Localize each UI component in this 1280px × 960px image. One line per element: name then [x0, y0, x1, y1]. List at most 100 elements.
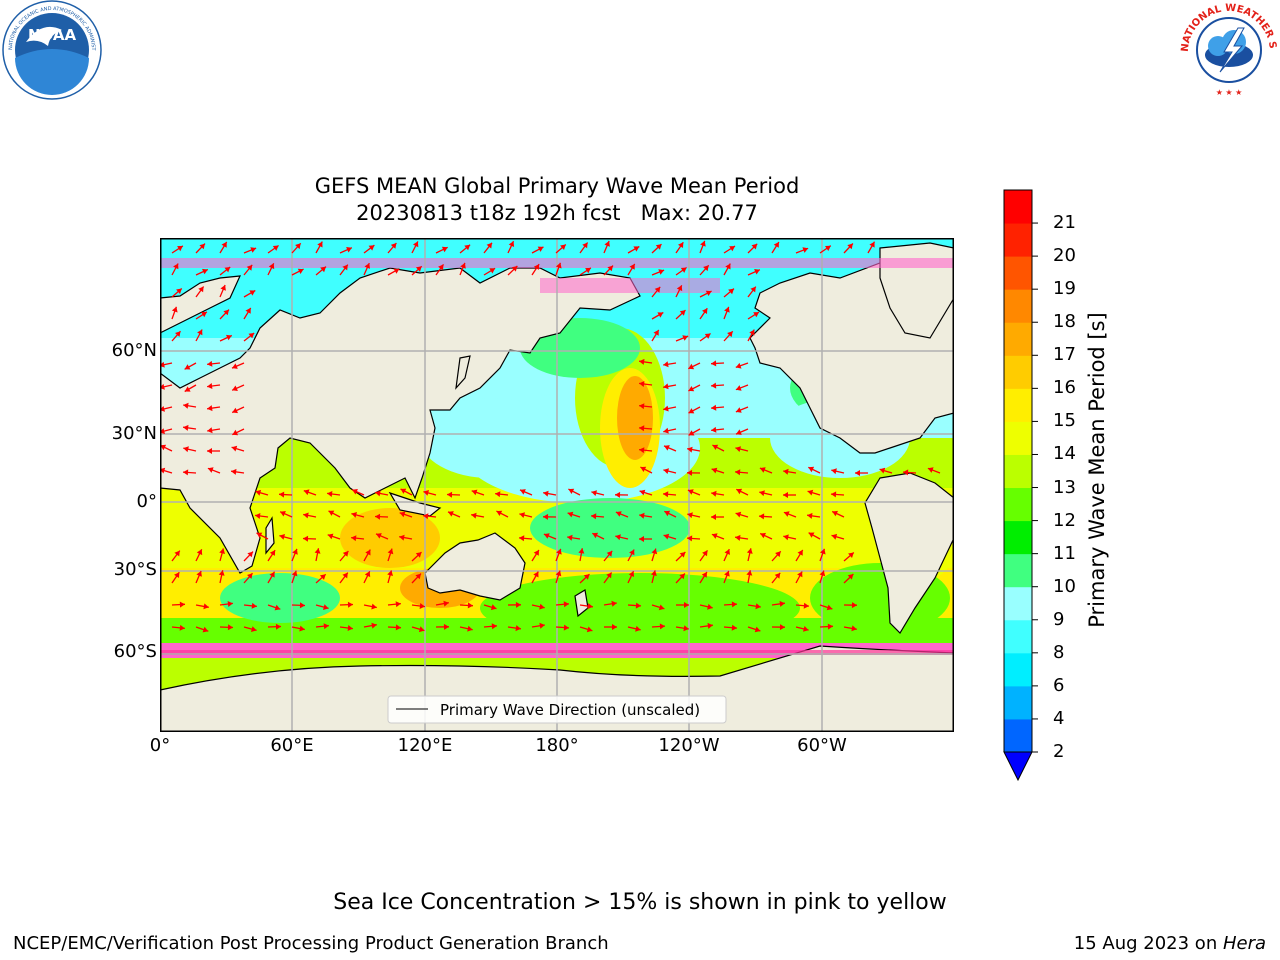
colorbar-segment: [1004, 718, 1032, 753]
colorbar-segment: [1004, 223, 1032, 257]
wave-direction-arrowhead: [274, 604, 281, 611]
wave-direction-arrowhead: [628, 571, 635, 577]
wave-direction-arrowhead: [797, 571, 803, 578]
wave-direction-arrowhead: [640, 466, 647, 472]
wave-direction-arrowhead: [251, 626, 257, 632]
wave-direction-arrowhead: [687, 446, 693, 453]
wave-direction-arrowhead: [735, 362, 742, 369]
wave-direction-arrowhead: [219, 548, 225, 554]
colorbar-segment: [1004, 685, 1032, 720]
wave-direction-arrowhead: [295, 243, 301, 250]
wave-direction-arrowhead: [679, 552, 686, 558]
wave-direction-arrowhead: [736, 429, 742, 435]
wave-direction-arrowhead: [563, 624, 569, 631]
wave-direction-arrowhead: [680, 267, 687, 273]
wave-direction-arrowhead: [825, 245, 831, 251]
wave-direction-arrowhead: [803, 602, 809, 609]
wave-direction-arrowhead: [819, 570, 826, 577]
wave-direction-arrowhead: [568, 488, 575, 494]
lat-label: 0°: [136, 491, 157, 512]
wave-direction-arrowhead: [585, 267, 591, 274]
wave-direction-arrowhead: [467, 625, 473, 632]
graticule: [160, 238, 954, 732]
wave-direction-arrowhead: [847, 243, 853, 250]
wave-direction-arrowhead: [655, 244, 662, 250]
wave-direction-arrowhead: [508, 241, 515, 247]
date-label: 15 Aug 2023 on: [1073, 933, 1223, 954]
wave-direction-arrowhead: [704, 333, 711, 339]
wave-direction-arrowhead: [490, 604, 497, 611]
colorbar-tick-label: 15: [1053, 410, 1076, 432]
wave-direction-arrowhead: [197, 329, 203, 336]
wave-direction-arrowhead: [256, 532, 263, 538]
wave-direction-arrowhead: [342, 572, 348, 579]
wave-direction-arrowhead: [654, 286, 661, 293]
wave-direction-arrowhead: [423, 490, 429, 496]
wave-direction-arrowhead: [533, 571, 539, 578]
wave-direction-arrowhead: [731, 624, 737, 631]
lon-label: 60°W: [797, 735, 847, 756]
wave-direction-arrowhead: [418, 626, 425, 633]
wave-direction-arrowhead: [183, 469, 189, 476]
wave-direction-arrowhead: [539, 603, 545, 610]
wave-direction-arrowhead: [291, 570, 298, 577]
wave-direction-arrowhead: [657, 312, 664, 318]
wave-direction-arrowhead: [663, 491, 669, 498]
wave-direction-arrowhead: [232, 385, 238, 391]
wave-direction-arrowhead: [783, 492, 788, 498]
wave-direction-arrowhead: [387, 570, 393, 576]
wave-direction-arrowhead: [317, 241, 323, 248]
wave-direction-arrowhead: [443, 623, 449, 630]
wave-period-map: Primary Wave Direction (unscaled): [160, 238, 954, 732]
wave-direction-arrowhead: [687, 469, 693, 476]
colorbar-segment: [1004, 388, 1032, 422]
wave-direction-arrowhead: [702, 550, 708, 557]
wave-direction-arrowhead: [179, 624, 185, 631]
map-legend: Primary Wave Direction (unscaled): [387, 695, 727, 724]
wave-direction-arrowhead: [323, 623, 329, 630]
wave-direction-arrowhead: [269, 550, 276, 556]
colorbar-tick-label: 9: [1053, 608, 1065, 630]
wave-direction-arrowhead: [250, 247, 257, 253]
wave-direction-arrowhead: [395, 601, 401, 608]
wave-direction-arrowhead: [711, 426, 717, 433]
wave-direction-arrowhead: [851, 602, 857, 609]
wave-direction-arrowhead: [703, 265, 709, 272]
wave-direction-arrowhead: [591, 513, 597, 520]
wave-direction-arrowhead: [700, 240, 706, 247]
wave-direction-arrowhead: [639, 403, 645, 410]
wave-direction-arrowhead: [567, 534, 573, 541]
wave-direction-arrowhead: [279, 491, 285, 498]
wave-direction-arrowhead: [707, 603, 713, 610]
wave-direction-arrowhead: [663, 427, 669, 434]
wave-direction-arrowhead: [629, 549, 635, 556]
colorbar: [1003, 189, 1038, 782]
wave-direction-arrowhead: [496, 510, 503, 516]
wave-direction-arrowhead: [223, 309, 229, 316]
wave-direction-arrowhead: [395, 624, 401, 631]
wave-direction-arrowhead: [728, 288, 734, 295]
colorbar-segment: [1004, 520, 1032, 555]
wave-direction-arrowhead: [251, 602, 257, 609]
wave-direction-arrowhead: [247, 551, 253, 558]
colorbar-tick-label: 18: [1053, 311, 1076, 333]
wave-direction-arrowhead: [735, 511, 742, 518]
colorbar-segment: [1004, 553, 1032, 588]
wave-direction-arrowhead: [639, 536, 644, 542]
wave-direction-arrowhead: [519, 512, 525, 518]
wave-direction-arrowhead: [173, 263, 179, 270]
wave-direction-arrowhead: [687, 535, 693, 542]
wave-direction-arrowhead: [663, 383, 669, 390]
wave-direction-arrowhead: [327, 491, 333, 497]
wave-direction-arrowhead: [615, 534, 621, 541]
nws-logo: NATIONAL WEATHER SERVICE ★ ★ ★: [1180, 0, 1278, 97]
colorbar-tick-label: 19: [1053, 278, 1076, 300]
wave-direction-arrowhead: [347, 601, 353, 608]
wave-direction-arrowhead: [725, 263, 731, 270]
lon-label: 60°E: [270, 735, 314, 756]
wave-direction-arrowhead: [556, 548, 562, 555]
wave-direction-arrowhead: [567, 511, 574, 518]
wave-direction-arrowhead: [196, 571, 202, 577]
wave-direction-arrowhead: [606, 550, 613, 557]
wave-direction-arrowhead: [639, 358, 645, 365]
